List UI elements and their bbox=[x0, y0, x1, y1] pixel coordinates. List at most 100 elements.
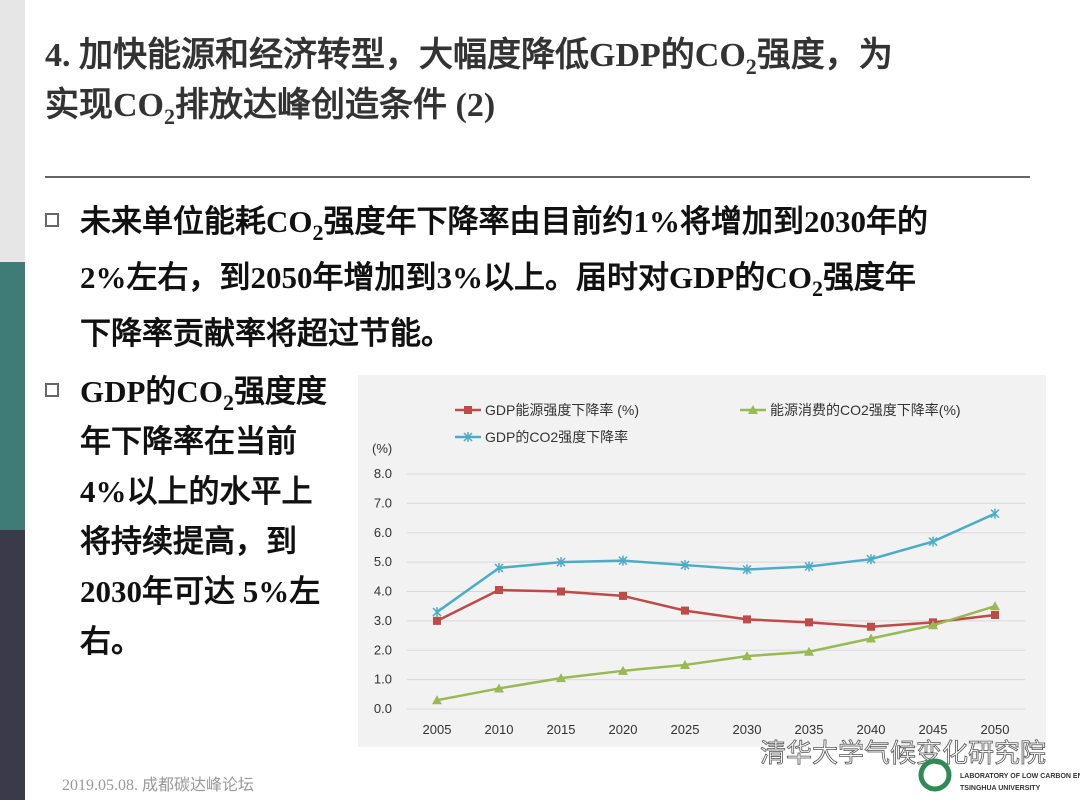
y-tick-label: 5.0 bbox=[374, 554, 392, 569]
x-tick-label: 2005 bbox=[423, 722, 452, 737]
marker bbox=[804, 561, 814, 572]
x-tick-label: 2010 bbox=[485, 722, 514, 737]
y-tick-label: 0.0 bbox=[374, 701, 392, 716]
text-run: 年下降率在当前 bbox=[80, 424, 297, 459]
bullet bbox=[45, 213, 59, 227]
marker bbox=[990, 508, 1000, 519]
x-tick-label: 2045 bbox=[919, 722, 948, 737]
y-tick-label: 8.0 bbox=[374, 466, 392, 481]
marker bbox=[928, 620, 938, 630]
marker bbox=[556, 673, 566, 683]
text-run: 4. 加快能源和经济转型，大幅度降低GDP的CO bbox=[45, 36, 746, 74]
bullet-text: 右。 bbox=[80, 624, 142, 659]
bullet-text: 未来单位能耗CO2强度年下降率由目前约1%将增加到2030年的 bbox=[80, 204, 928, 245]
bullet-text: GDP的CO2强度度 bbox=[80, 374, 327, 415]
text-run: 2030年可达 5%左 bbox=[80, 574, 320, 609]
footer-date: 2019.05.08. 成都碳达峰论坛 bbox=[62, 776, 254, 794]
marker bbox=[866, 633, 876, 643]
y-tick-label: 3.0 bbox=[374, 613, 392, 628]
marker bbox=[618, 555, 628, 566]
marker bbox=[804, 646, 814, 656]
x-tick-label: 2030 bbox=[733, 722, 762, 737]
marker bbox=[742, 651, 752, 661]
text-run: 4%以上的水平上 bbox=[80, 474, 313, 509]
marker bbox=[494, 683, 504, 693]
text-run: 将持续提高，到 bbox=[80, 524, 297, 559]
slide-title: 实现CO2排放达峰创造条件 (2) bbox=[45, 86, 495, 129]
side-bar bbox=[0, 0, 25, 262]
marker bbox=[495, 586, 503, 595]
bullet-text: 4%以上的水平上 bbox=[80, 474, 313, 509]
series-line bbox=[436, 512, 996, 614]
subscript: 2 bbox=[313, 220, 324, 245]
marker bbox=[433, 616, 441, 625]
marker bbox=[463, 432, 473, 442]
marker bbox=[557, 587, 565, 596]
university-name: TSINGHUA UNIVERSITY bbox=[960, 785, 1041, 792]
series-line bbox=[436, 604, 996, 702]
marker bbox=[928, 536, 938, 547]
text-run: 强度，为 bbox=[757, 36, 893, 74]
bullet-text: 下降率贡献率将超过节能。 bbox=[80, 316, 452, 351]
series-line bbox=[436, 588, 996, 629]
text-run: 强度年 bbox=[823, 260, 916, 295]
marker bbox=[681, 606, 689, 615]
marker bbox=[866, 554, 876, 565]
bullet-text: 2%左右，到2050年增加到3%以上。届时对GDP的CO2强度年 bbox=[80, 260, 916, 301]
slide-title: 4. 加快能源和经济转型，大幅度降低GDP的CO2强度，为 bbox=[45, 36, 893, 79]
marker bbox=[748, 405, 758, 414]
marker bbox=[680, 560, 690, 571]
text-run: 强度度 bbox=[234, 374, 327, 409]
y-tick-label: 4.0 bbox=[374, 584, 392, 599]
bullet-text: 年下降率在当前 bbox=[80, 424, 297, 459]
lab-name: LABORATORY OF LOW CARBON ENERGY bbox=[960, 773, 1080, 780]
subscript: 2 bbox=[812, 276, 823, 301]
marker bbox=[432, 695, 442, 705]
text-run: 未来单位能耗CO bbox=[80, 204, 313, 239]
bullet-text: 2030年可达 5%左 bbox=[80, 574, 320, 609]
subscript: 2 bbox=[164, 104, 175, 129]
marker bbox=[990, 601, 1000, 611]
marker bbox=[991, 611, 999, 619]
legend-label: GDP的CO2强度下降率 bbox=[485, 429, 628, 445]
marker bbox=[805, 618, 813, 627]
watermark: 清华大学气候变化研究院 bbox=[760, 739, 1046, 769]
marker bbox=[867, 622, 875, 631]
text-run: 下降率贡献率将超过节能。 bbox=[80, 316, 452, 351]
subscript: 2 bbox=[223, 390, 234, 415]
marker bbox=[556, 557, 566, 568]
text-run: 强度年下降率由目前约1%将增加到2030年的 bbox=[324, 204, 929, 239]
x-tick-label: 2050 bbox=[981, 722, 1010, 737]
x-tick-label: 2040 bbox=[857, 722, 886, 737]
x-tick-label: 2025 bbox=[671, 722, 700, 737]
text-run: 右。 bbox=[80, 624, 142, 659]
subscript: 2 bbox=[746, 54, 757, 79]
text-run: 2%左右，到2050年增加到3%以上。届时对GDP的CO bbox=[80, 260, 812, 295]
x-tick-label: 2020 bbox=[609, 722, 638, 737]
side-bar bbox=[0, 262, 25, 530]
bullet-text: 将持续提高，到 bbox=[80, 524, 297, 559]
marker bbox=[743, 615, 751, 624]
legend-label: GDP能源强度下降率 (%) bbox=[485, 402, 639, 418]
y-axis-label: (%) bbox=[372, 441, 392, 456]
marker bbox=[432, 607, 442, 618]
text-run: 排放达峰创造条件 (2) bbox=[175, 86, 495, 124]
marker bbox=[742, 564, 752, 575]
marker bbox=[618, 665, 628, 675]
y-tick-label: 6.0 bbox=[374, 525, 392, 540]
x-tick-label: 2035 bbox=[795, 722, 824, 737]
marker bbox=[494, 563, 504, 573]
marker bbox=[619, 591, 627, 600]
y-tick-label: 7.0 bbox=[374, 495, 392, 510]
legend-label: 能源消费的CO2强度下降率(%) bbox=[770, 402, 961, 418]
logo bbox=[918, 758, 952, 792]
side-bar bbox=[0, 530, 25, 800]
text-run: GDP的CO bbox=[80, 374, 223, 409]
marker bbox=[464, 406, 472, 414]
y-tick-label: 2.0 bbox=[374, 642, 392, 657]
bullet bbox=[45, 383, 59, 397]
y-tick-label: 1.0 bbox=[374, 672, 392, 687]
marker bbox=[680, 659, 690, 669]
chart-area bbox=[358, 375, 1046, 747]
